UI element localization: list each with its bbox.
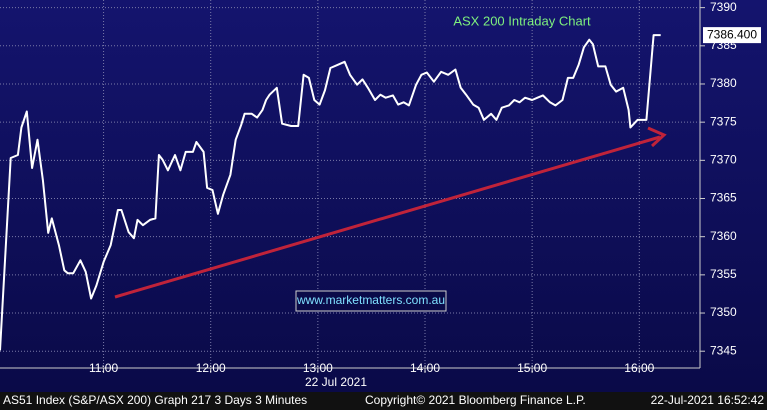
- last-value-box: [703, 27, 761, 44]
- y-tick-label: 7380: [710, 76, 737, 90]
- footer-center: Copyright© 2021 Bloomberg Finance L.P.: [365, 393, 586, 407]
- x-tick-label: 12:00: [196, 361, 226, 375]
- trend-arrow: [114, 135, 661, 299]
- y-tick-label: 7345: [710, 343, 737, 357]
- y-tick-label: 7370: [710, 153, 737, 167]
- x-tick-label: 14:00: [410, 361, 440, 375]
- x-tick-label: 15:00: [517, 361, 547, 375]
- last-value-label: 7386.400: [707, 27, 757, 41]
- price-line: [0, 34, 661, 351]
- annotation-box: [295, 290, 447, 312]
- annotation: www.marketmatters.com.au: [296, 293, 445, 307]
- y-tick-label: 7390: [710, 0, 737, 14]
- y-tick-label: 7360: [710, 229, 737, 243]
- y-tick-label: 7365: [710, 191, 737, 205]
- x-tick-label: 13:00: [303, 361, 333, 375]
- footer-left: AS51 Index (S&P/ASX 200) Graph 217 3 Day…: [3, 393, 307, 407]
- y-tick-label: 7350: [710, 305, 737, 319]
- y-tick-label: 7375: [710, 114, 737, 128]
- x-tick-label: 16:00: [624, 361, 654, 375]
- trend-arrow-head: [647, 126, 667, 148]
- footer-background: [0, 392, 767, 410]
- date-label: 22 Jul 2021: [305, 375, 367, 389]
- footer-right: 22-Jul-2021 16:52:42: [651, 393, 765, 407]
- chart-title: ASX 200 Intraday Chart: [453, 13, 591, 28]
- x-tick-label: 11:00: [89, 361, 118, 375]
- y-tick-label: 7355: [710, 267, 737, 281]
